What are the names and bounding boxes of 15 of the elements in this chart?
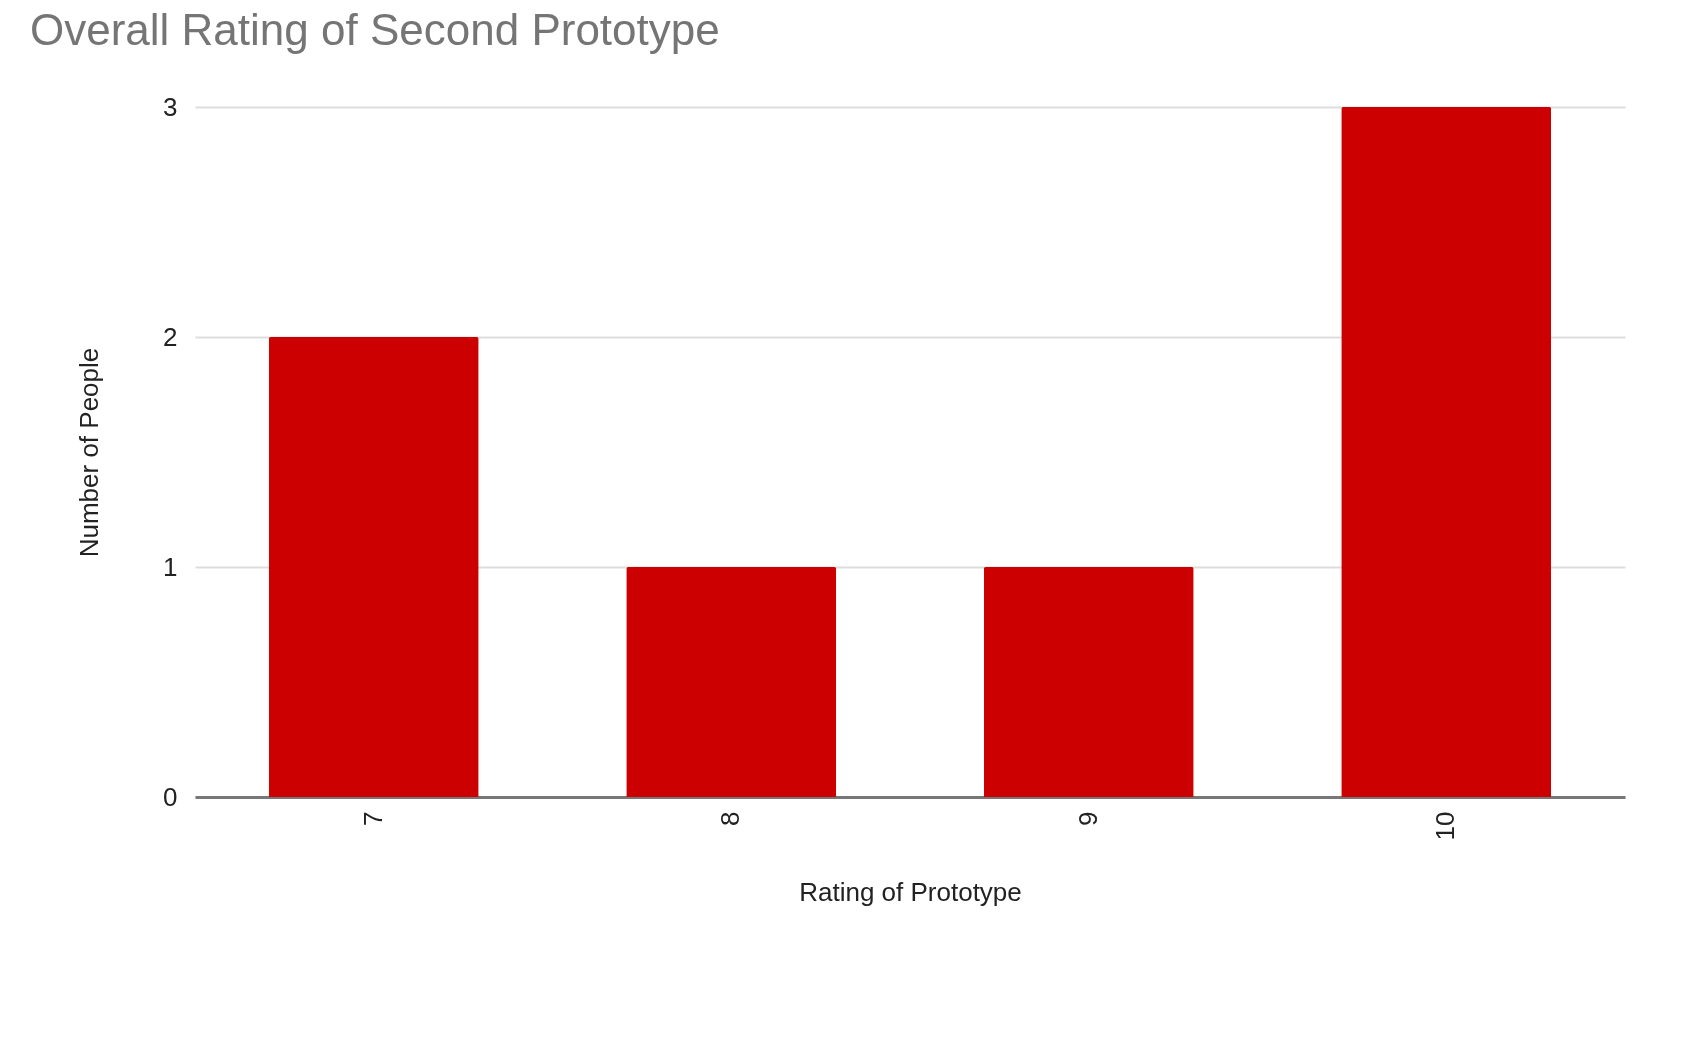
y-axis-title: Number of People xyxy=(74,347,105,558)
y-tick-label: 2 xyxy=(163,321,178,352)
x-tick-label: 9 xyxy=(1072,811,1103,826)
x-tick-label: 8 xyxy=(715,811,746,826)
y-tick-label: 3 xyxy=(163,91,178,122)
chart-title: Overall Rating of Second Prototype xyxy=(30,5,720,54)
bar xyxy=(1341,107,1552,797)
x-tick-label: 7 xyxy=(357,811,388,826)
y-tick-label: 0 xyxy=(163,781,178,812)
y-tick-label: 1 xyxy=(163,551,178,582)
bar xyxy=(268,337,479,797)
bar xyxy=(626,567,837,797)
bar xyxy=(983,567,1194,797)
x-tick-label: 10 xyxy=(1430,811,1461,841)
x-axis-title: Rating of Prototype xyxy=(799,877,1022,908)
